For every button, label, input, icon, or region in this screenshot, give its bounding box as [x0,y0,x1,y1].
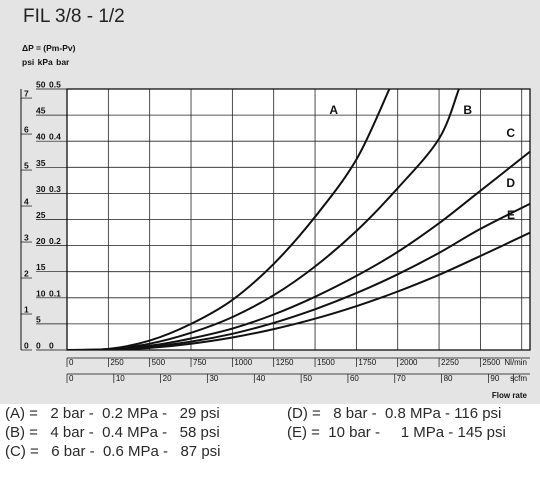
curve-label-b: B [463,103,472,117]
y-tick-kpa: 50 [36,80,46,90]
x-tick-primary: 1750 [358,358,376,367]
y-tick-kpa: 0 [36,341,41,351]
legend-entry-e: (E) = 10 bar - 1 MPa - 145 psi [287,424,506,441]
x-tick-secondary: 40 [256,374,265,383]
x-tick-secondary: 0 [69,374,74,383]
curve-e [67,231,530,350]
x-tick-primary: 0 [69,358,74,367]
y-tick-bar: 0.2 [49,236,61,246]
y-tick-kpa: 35 [36,158,46,168]
y-tick-kpa: 40 [36,132,46,142]
legend-panel: (A) = 2 bar - 0.2 MPa - 29 psi (D) = 8 b… [0,404,540,496]
curve-label-e: E [507,208,515,222]
y-tick-bar: 0.3 [49,184,61,194]
y-tick-kpa: 15 [36,262,46,272]
x-tick-secondary: 60 [350,374,359,383]
curve-label-c: C [506,126,515,140]
x-tick-primary: 1250 [276,358,294,367]
y-tick-psi: 6 [24,125,29,135]
x-tick-primary: 750 [193,358,207,367]
x-tick-primary: 2250 [441,358,459,367]
y-tick-kpa: 25 [36,210,46,220]
x-unit-secondary: scfm [510,374,527,383]
y-tick-bar: 0.4 [49,132,61,142]
curve-label-a: A [329,103,338,117]
delta-p-label: ΔP = (Pm-Pv) [22,43,76,53]
y-tick-kpa: 30 [36,184,46,194]
x-tick-secondary: 50 [303,374,312,383]
y-tick-bar: 0.1 [49,288,61,298]
x-tick-secondary: 90 [490,374,499,383]
y-tick-psi: 1 [24,305,29,315]
x-tick-secondary: 70 [397,374,406,383]
y-tick-kpa: 45 [36,106,46,116]
y-tick-psi: 0 [24,341,29,351]
y-tick-kpa: 20 [36,236,46,246]
legend-entry-c: (C) = 6 bar - 0.6 MPa - 87 psi [5,443,221,460]
x-axis-title: Flow rate [492,391,528,400]
y-tick-kpa: 5 [36,314,41,324]
y-tick-psi: 5 [24,161,29,171]
units-label: psi kPa bar [22,57,70,67]
pressure-drop-chart: 0510152025303540455000.10.20.30.40.50123… [20,80,531,400]
y-tick-bar: 0 [49,341,54,351]
x-tick-secondary: 30 [209,374,218,383]
y-tick-bar: 0.5 [49,80,61,90]
y-tick-psi: 2 [24,269,29,279]
y-tick-psi: 7 [24,89,29,99]
legend-entry-a: (A) = 2 bar - 0.2 MPa - 29 psi [5,405,220,422]
chart-title: FIL 3/8 - 1/2 [23,6,125,27]
x-tick-primary: 1000 [234,358,252,367]
y-tick-psi: 4 [24,197,29,207]
x-tick-primary: 2000 [400,358,418,367]
x-tick-primary: 250 [110,358,124,367]
y-tick-psi: 3 [24,233,29,243]
legend-entry-b: (B) = 4 bar - 0.4 MPa - 58 psi [5,424,220,441]
x-unit-primary: Nl/min [504,358,527,367]
curve-b [67,89,460,350]
x-tick-primary: 1500 [317,358,335,367]
y-tick-kpa: 10 [36,288,46,298]
legend-entry-d: (D) = 8 bar - 0.8 MPa - 116 psi [287,405,502,422]
x-tick-primary: 2500 [482,358,500,367]
curve-label-d: D [506,176,515,190]
x-tick-primary: 500 [152,358,166,367]
x-tick-secondary: 20 [163,374,172,383]
x-tick-secondary: 10 [116,374,125,383]
x-tick-secondary: 80 [444,374,453,383]
